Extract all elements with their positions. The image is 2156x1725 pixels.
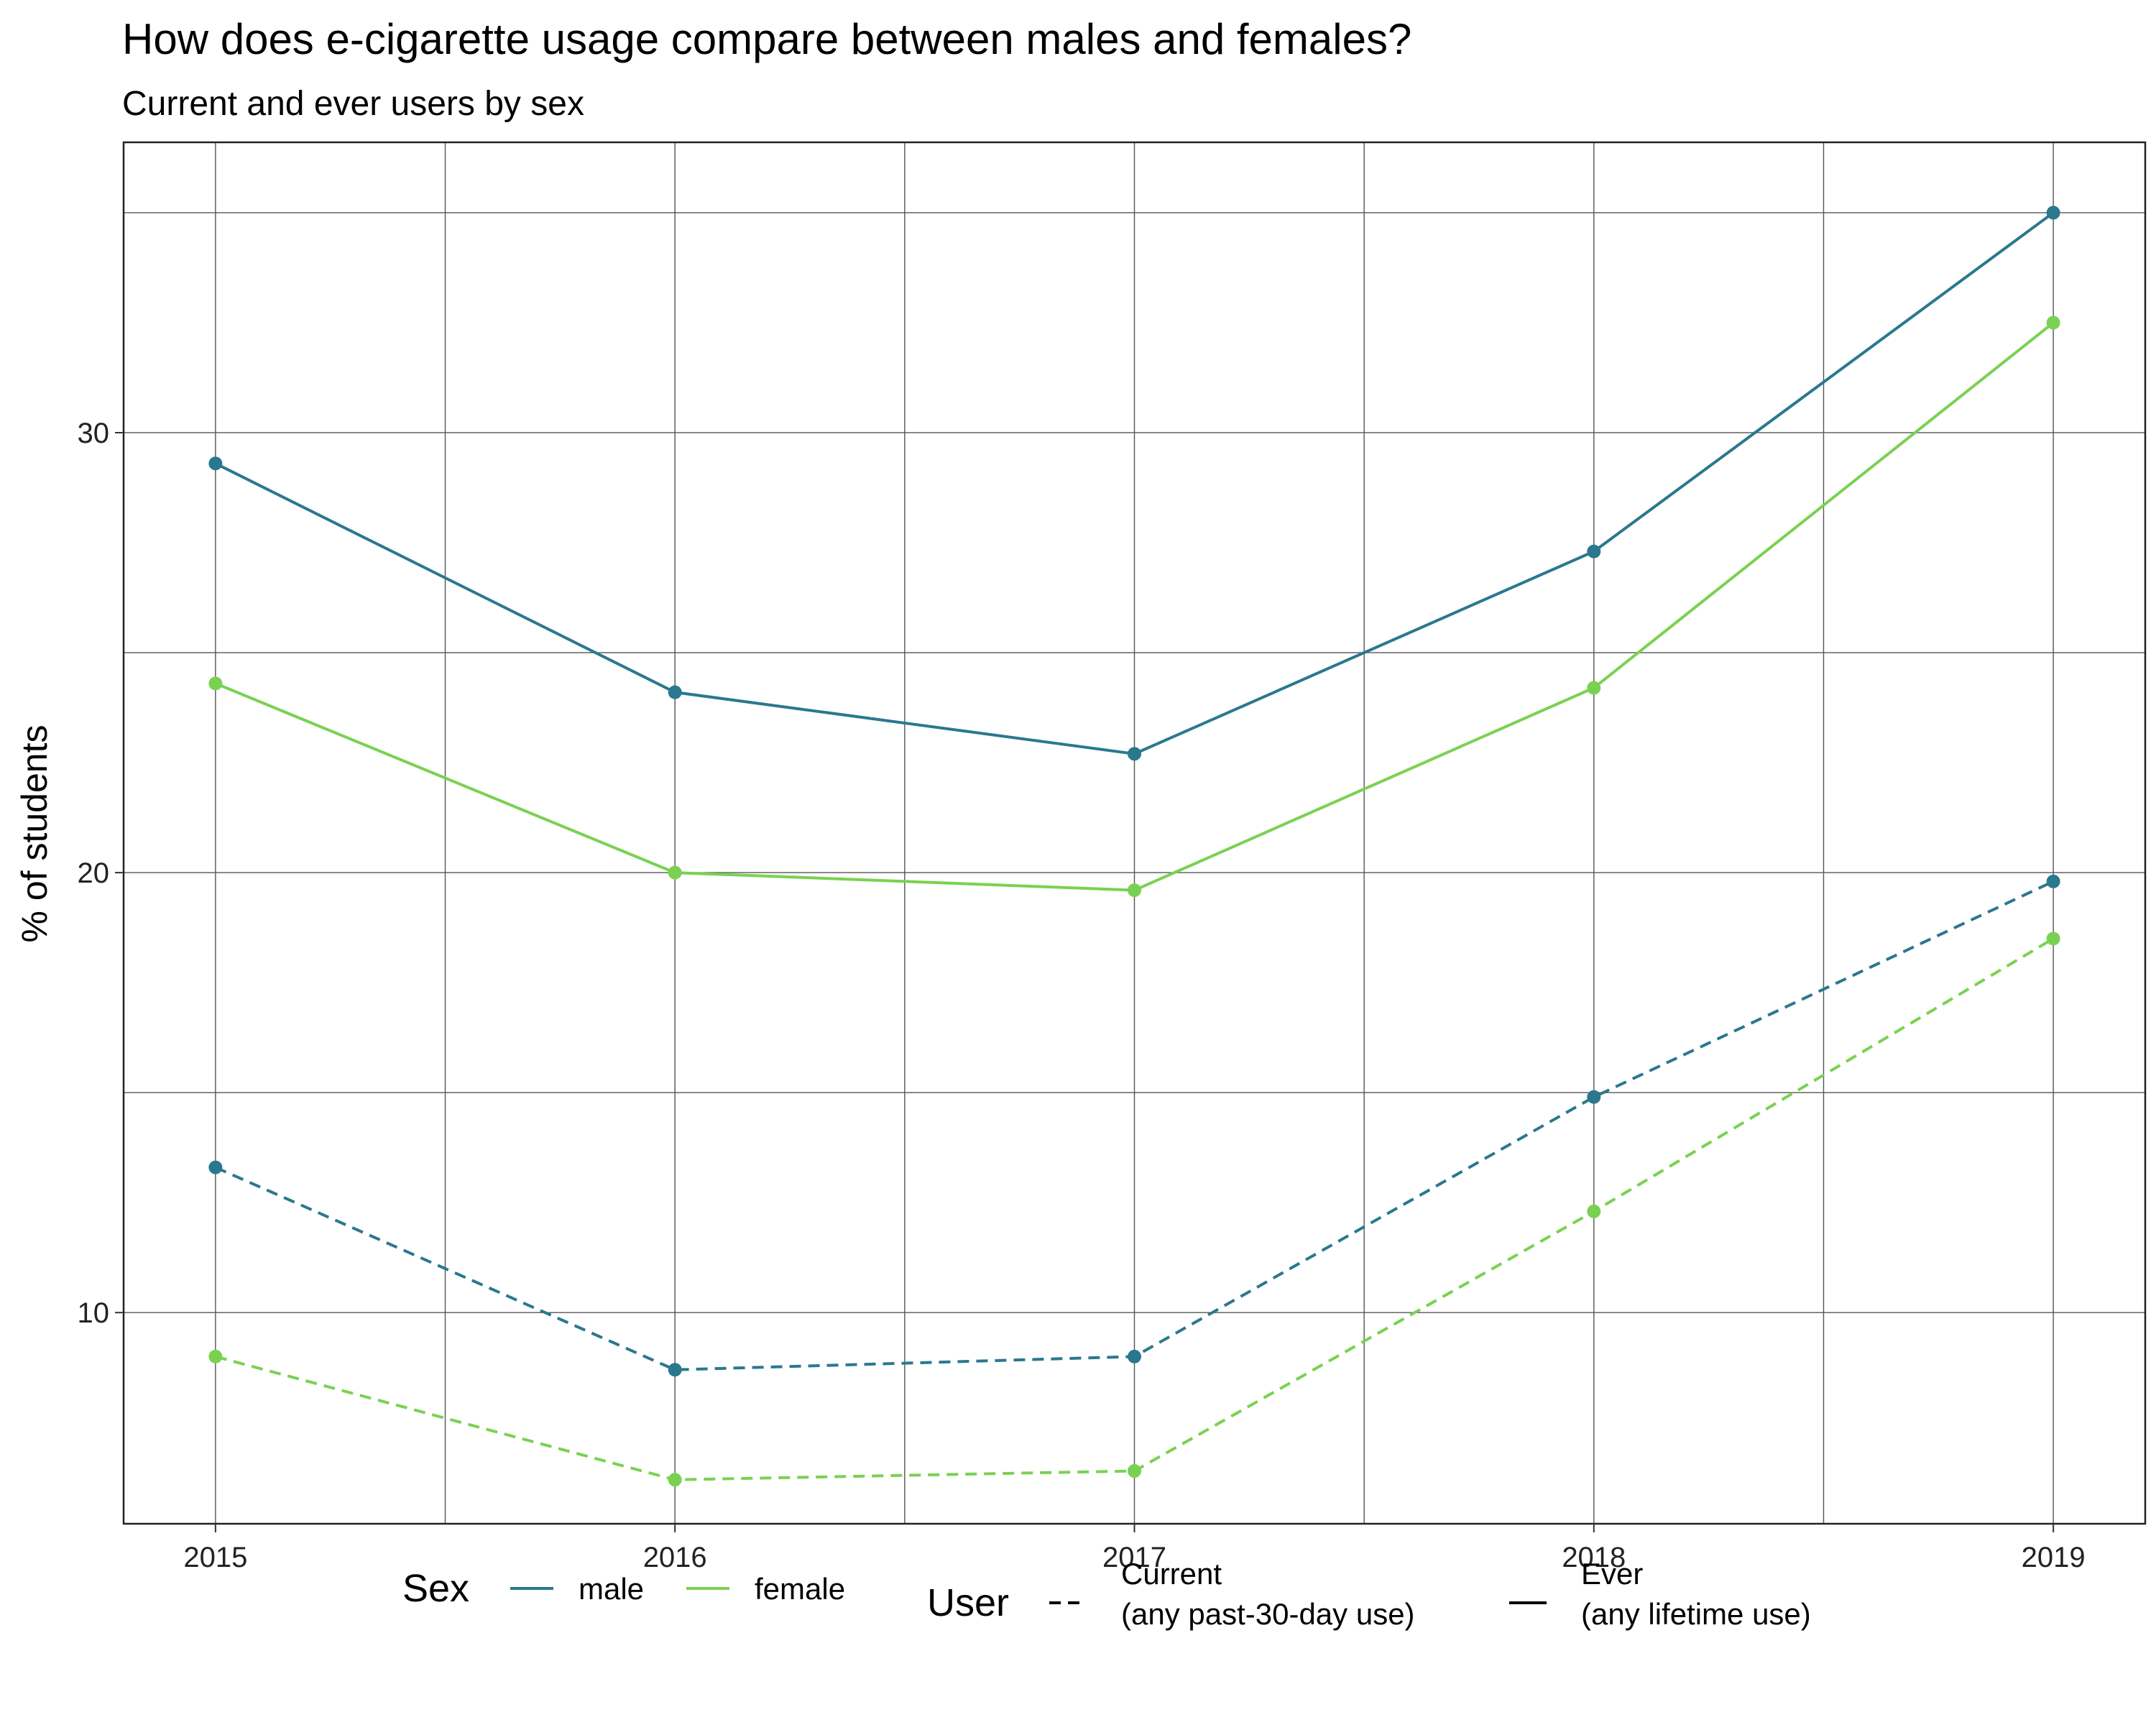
legend-sublabel-current: (any past-30-day use): [1121, 1597, 1415, 1631]
y-tick-label: 10: [78, 1297, 110, 1329]
x-tick-label: 2016: [643, 1542, 707, 1573]
data-point-male-ever: [2046, 206, 2060, 220]
chart-title: How does e-cigarette usage compare betwe…: [122, 15, 1411, 63]
x-tick-label: 2018: [1562, 1542, 1626, 1573]
chart-subtitle: Current and ever users by sex: [122, 85, 584, 123]
data-point-male-ever: [1587, 544, 1601, 558]
legend-label-female: female: [755, 1572, 845, 1606]
x-tick-label: 2019: [2022, 1542, 2086, 1573]
legend-title-user: User: [927, 1581, 1009, 1624]
y-tick-label: 30: [78, 418, 110, 449]
data-point-female-current: [2046, 932, 2060, 946]
data-point-male-current: [208, 1160, 223, 1174]
data-point-female-ever: [2046, 316, 2060, 330]
x-tick-label: 2015: [183, 1542, 247, 1573]
data-point-female-current: [668, 1473, 682, 1487]
legend: Sex male female User Current (any past-30-da…: [402, 1557, 1811, 1631]
data-point-female-ever: [1128, 883, 1141, 898]
y-axis-label: % of students: [14, 725, 55, 943]
legend-label-ever: Ever: [1581, 1557, 1643, 1591]
legend-sublabel-ever: (any lifetime use): [1581, 1597, 1811, 1631]
data-point-female-current: [208, 1349, 223, 1363]
data-point-female-ever: [208, 676, 223, 691]
data-point-female-current: [1587, 1204, 1601, 1218]
legend-label-male: male: [579, 1572, 644, 1606]
data-point-female-ever: [1587, 681, 1601, 695]
data-point-female-current: [1128, 1464, 1141, 1478]
x-tick-label: 2017: [1102, 1542, 1166, 1573]
data-point-male-ever: [1128, 747, 1141, 761]
plot-area: 2015 2016 2017 2018 2019 10 20 30: [78, 141, 2147, 1573]
data-point-male-ever: [668, 685, 682, 699]
data-point-male-current: [1587, 1090, 1601, 1104]
data-point-male-current: [668, 1363, 682, 1377]
data-point-male-current: [2046, 874, 2060, 888]
data-point-female-ever: [668, 865, 682, 880]
y-tick-label: 20: [78, 857, 110, 889]
legend-title-sex: Sex: [402, 1567, 469, 1610]
legend-label-current: Current: [1121, 1557, 1222, 1591]
data-point-male-ever: [208, 456, 223, 471]
data-point-male-current: [1128, 1349, 1141, 1363]
